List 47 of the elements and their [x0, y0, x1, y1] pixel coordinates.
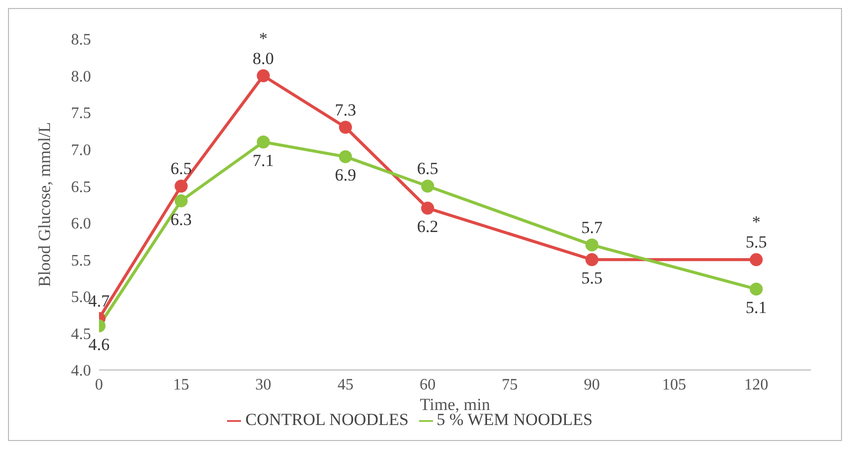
annotation: *	[259, 28, 268, 48]
point	[174, 180, 188, 193]
data-label: 6.2	[416, 217, 438, 236]
data-label: 5.1	[746, 298, 767, 318]
data-label: 5.5	[746, 232, 767, 252]
point	[585, 238, 598, 252]
y-tick-label: 8.5	[71, 32, 91, 49]
point	[421, 180, 434, 193]
data-label: 5.7	[581, 218, 604, 237]
y-tick-label: 4.0	[71, 362, 91, 380]
point	[174, 194, 188, 208]
x-axis-title: Time, min	[420, 395, 491, 414]
y-tick-label: 6.0	[71, 216, 91, 233]
data-label: 8.0	[252, 48, 274, 68]
data-label: 6.3	[170, 210, 192, 229]
data-label: 6.9	[334, 166, 356, 185]
y-tick-label: 6.5	[71, 178, 91, 196]
x-tick-label: 105	[662, 376, 686, 394]
point	[750, 253, 763, 266]
point	[256, 135, 270, 148]
data-label: 6.5	[170, 159, 192, 178]
x-tick-label: 15	[173, 376, 190, 394]
legend-label: CONTROL NOODLES	[245, 410, 409, 429]
annotation: *	[752, 212, 760, 232]
data-label: 5.5	[581, 268, 603, 288]
x-tick-label: 30	[255, 376, 272, 394]
point	[750, 282, 763, 296]
x-tick-label: 90	[584, 376, 600, 394]
y-tick-label: 5.5	[71, 252, 91, 270]
x-tick-label: 75	[502, 376, 518, 394]
point	[256, 69, 270, 82]
point	[338, 150, 352, 164]
x-tick-label: 0	[95, 376, 103, 394]
data-label: 7.3	[334, 100, 356, 120]
x-tick-label: 45	[337, 376, 354, 394]
point	[338, 120, 352, 134]
y-tick-label: 7.0	[71, 142, 91, 160]
y-tick-label: 8.0	[71, 68, 91, 86]
x-tick-label: 120	[744, 376, 768, 394]
data-label: 7.1	[252, 150, 274, 170]
point	[585, 253, 598, 266]
point	[421, 202, 434, 215]
y-tick-label: 4.5	[71, 326, 91, 343]
data-label: 6.5	[416, 159, 438, 178]
y-tick-label: 7.5	[71, 105, 91, 122]
x-tick-label: 60	[420, 376, 436, 394]
y-axis-title: Blood Glucose, mmol/L	[35, 122, 54, 287]
